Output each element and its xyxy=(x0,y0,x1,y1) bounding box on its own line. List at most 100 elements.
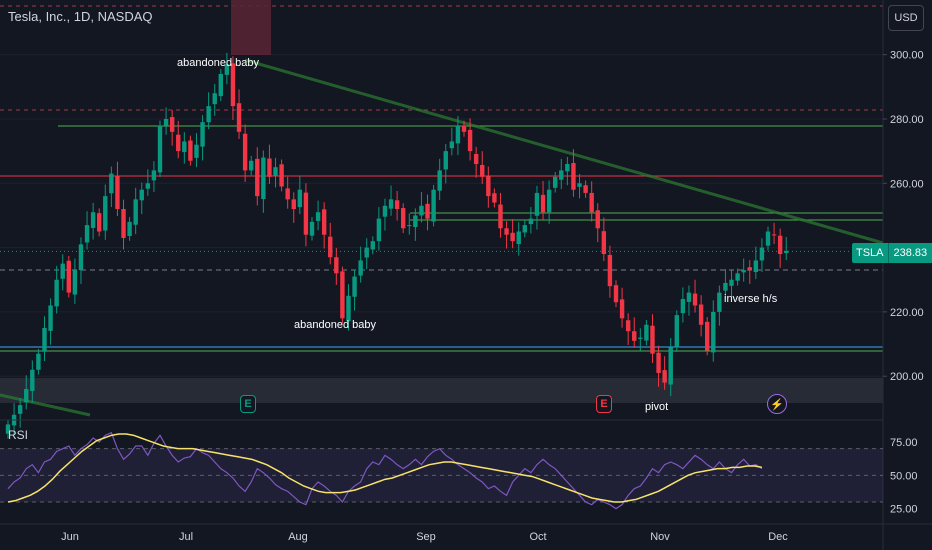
candle xyxy=(334,247,339,285)
candle xyxy=(571,149,576,197)
candle-body xyxy=(650,325,655,354)
candle xyxy=(303,183,309,247)
candle-body xyxy=(121,209,126,238)
candle xyxy=(236,89,242,139)
candle xyxy=(784,236,789,261)
candle-body xyxy=(36,353,41,370)
candle-body xyxy=(765,231,771,246)
candle-body xyxy=(784,250,789,254)
candle xyxy=(401,203,406,234)
candle-body xyxy=(589,192,594,213)
candle-body xyxy=(413,215,418,228)
candle-body xyxy=(686,292,692,302)
candle-body xyxy=(735,273,740,281)
candle xyxy=(255,147,260,206)
candle xyxy=(279,159,284,192)
candle xyxy=(309,217,315,241)
symbol-title: Tesla, Inc., 1D, NASDAQ xyxy=(8,9,153,24)
candle-body xyxy=(565,163,570,172)
candle xyxy=(492,188,497,208)
candle xyxy=(565,156,570,186)
candle xyxy=(449,127,455,156)
candle xyxy=(425,194,430,231)
candle-body xyxy=(656,352,661,373)
candle xyxy=(230,56,236,120)
earnings-event-icon[interactable]: E xyxy=(596,395,612,413)
candle-body xyxy=(692,293,698,306)
candle-body xyxy=(522,225,527,233)
price-axis-label: 220.00 xyxy=(890,307,924,319)
time-axis-label: Jun xyxy=(61,531,79,543)
candle-body xyxy=(133,199,138,225)
candle xyxy=(182,132,187,164)
candle xyxy=(36,348,41,375)
candle-body xyxy=(364,247,369,258)
time-axis-label: Dec xyxy=(768,531,788,543)
candle xyxy=(455,116,461,155)
candle-body xyxy=(443,151,448,170)
candle-body xyxy=(48,305,53,331)
candle-body xyxy=(528,218,534,225)
candle xyxy=(206,92,211,130)
candle xyxy=(315,200,321,231)
candle-body xyxy=(346,295,351,322)
price-axis-label: 280.00 xyxy=(890,114,924,126)
support-zone xyxy=(0,378,883,403)
dividend-split-event-icon[interactable]: ⚡ xyxy=(767,394,787,414)
candle xyxy=(176,120,181,159)
descending-trendline xyxy=(244,58,884,245)
candle xyxy=(249,155,254,176)
candle xyxy=(504,221,509,249)
candle xyxy=(352,269,357,311)
candle-body xyxy=(473,154,479,164)
candle-body xyxy=(279,164,284,187)
candle xyxy=(777,228,783,268)
candle xyxy=(139,182,144,215)
candle xyxy=(382,198,388,231)
candle xyxy=(297,175,303,215)
candle-body xyxy=(273,167,278,176)
candle-body xyxy=(261,157,266,200)
candle xyxy=(413,208,418,241)
candle-body xyxy=(291,199,296,209)
candle-body xyxy=(285,188,290,200)
candle-body xyxy=(644,324,649,341)
candle-body xyxy=(559,170,564,180)
candle-body xyxy=(486,175,491,197)
candle-body xyxy=(571,163,576,190)
last-price-tag: TSLA 238.83 xyxy=(852,243,932,263)
price-axis-label: 200.00 xyxy=(890,371,924,383)
earnings-event-icon[interactable]: E xyxy=(240,395,256,413)
candle xyxy=(84,211,90,250)
candle-body xyxy=(218,73,223,97)
candle xyxy=(346,284,351,331)
candle-body xyxy=(407,225,412,227)
rsi-axis-label: 25.00 xyxy=(890,504,918,516)
candle-body xyxy=(625,320,631,332)
candle-body xyxy=(613,285,619,303)
candle-body xyxy=(753,260,759,273)
candle-body xyxy=(619,299,625,319)
candle xyxy=(267,144,272,184)
currency-button[interactable]: USD xyxy=(888,5,924,31)
time-axis-label: Nov xyxy=(650,531,670,543)
candle xyxy=(759,238,765,273)
candle xyxy=(601,217,607,262)
candle xyxy=(109,166,114,208)
candle-body xyxy=(249,160,254,171)
candle xyxy=(717,285,722,326)
rsi-indicator-title: RSI xyxy=(8,428,29,442)
candle-body xyxy=(717,292,722,312)
candle xyxy=(157,120,163,178)
candle xyxy=(577,173,582,199)
candle-body xyxy=(741,270,746,273)
candle-body xyxy=(747,267,752,271)
candle xyxy=(115,161,120,217)
candle xyxy=(534,185,540,230)
candle-body xyxy=(315,212,321,221)
candle xyxy=(589,181,594,222)
candle xyxy=(24,375,29,410)
candle xyxy=(200,115,205,161)
